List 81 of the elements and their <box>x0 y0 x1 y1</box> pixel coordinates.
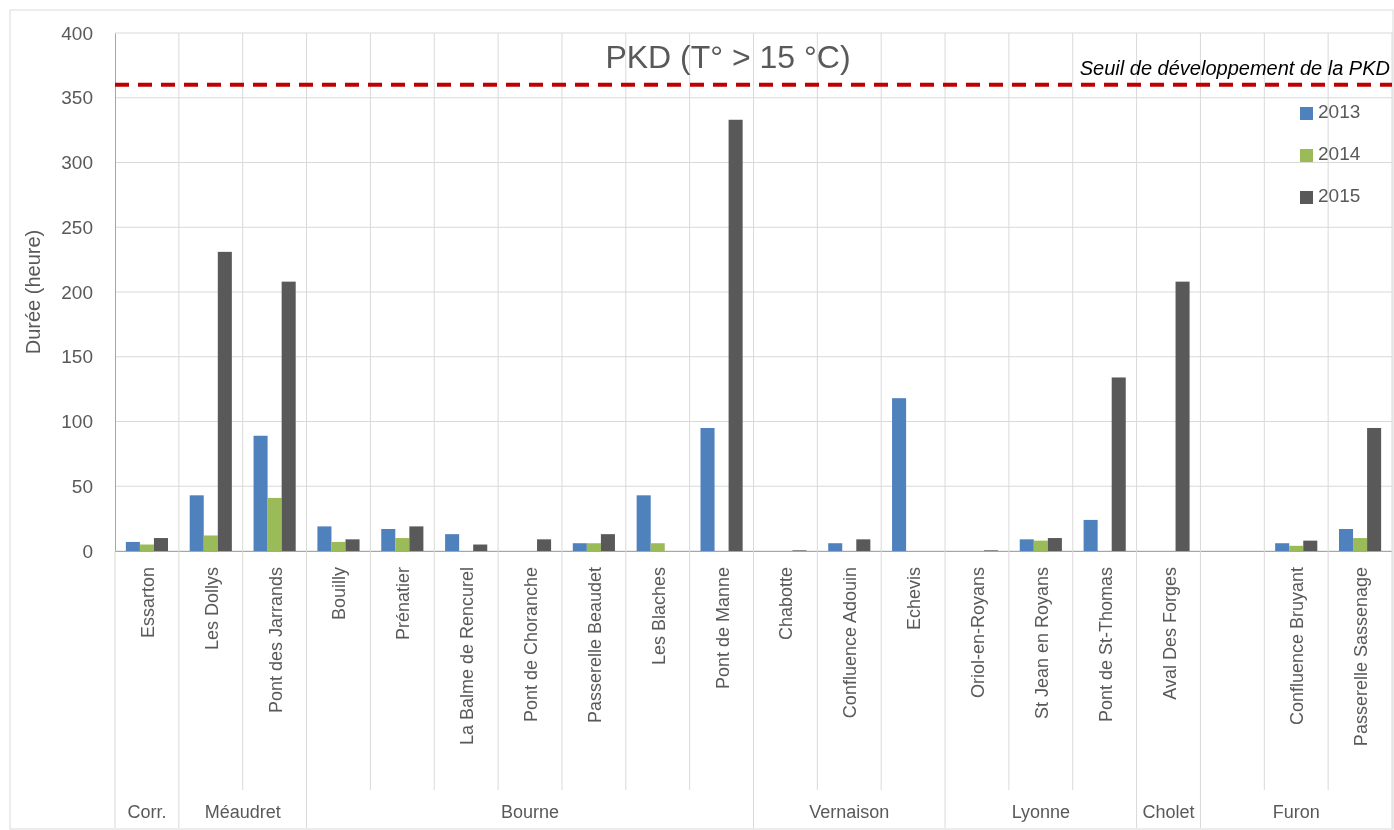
x-tick-label: Les Blaches <box>648 567 669 666</box>
x-tick-label: St Jean en Royans <box>1031 567 1052 720</box>
bar <box>537 539 552 551</box>
bar <box>828 543 843 551</box>
x-tick-label: Passerelle Beaudet <box>584 567 605 724</box>
y-tick-label: 0 <box>82 540 93 562</box>
x-tick-label: Prénatier <box>393 567 414 641</box>
text: Méaudret <box>204 802 281 822</box>
y-tick-label: 100 <box>61 411 93 433</box>
x-tick-label: Chabotte <box>776 567 797 641</box>
text: Lyonne <box>1011 802 1071 822</box>
text: Vernaison <box>809 802 890 822</box>
bar <box>1353 538 1368 551</box>
bar <box>586 543 601 551</box>
bar <box>395 538 410 551</box>
x-tick-label: Essarton <box>137 567 158 639</box>
x-tick-label: Passerelle Sassenage <box>1351 567 1372 747</box>
text: Corr. <box>127 802 167 822</box>
bar <box>700 427 715 551</box>
x-tick-label: Aval Des Forges <box>1159 567 1180 700</box>
y-tick-label: 150 <box>61 346 93 368</box>
bar <box>1033 540 1048 551</box>
y-tick-label: 350 <box>61 87 93 109</box>
text: Cholet <box>1142 802 1195 822</box>
bar <box>636 495 651 551</box>
bar <box>473 544 488 551</box>
x-tick-label: Bouilly <box>329 567 350 621</box>
text: Bourne <box>501 802 560 822</box>
y-tick-label: 50 <box>71 475 93 497</box>
legend-label: 2014 <box>1318 143 1361 164</box>
legend-label: 2015 <box>1318 185 1361 206</box>
x-tick-label: Confluence Bruyant <box>1287 567 1308 726</box>
bar <box>281 281 296 551</box>
x-tick-label: Confluence Adouin <box>840 567 861 719</box>
y-tick-label: 400 <box>61 22 93 44</box>
x-tick-label: Oriol-en-Royans <box>967 567 988 699</box>
bar <box>1175 281 1190 551</box>
bar <box>217 251 232 551</box>
bar <box>1083 519 1098 551</box>
bar <box>409 526 424 551</box>
y-tick-label: 300 <box>61 152 93 174</box>
bar <box>153 538 168 551</box>
bar <box>331 541 346 551</box>
bar <box>139 544 154 551</box>
bar <box>445 534 460 551</box>
bar <box>203 535 218 551</box>
y-tick-label: 200 <box>61 281 93 303</box>
bar <box>892 398 907 551</box>
x-tick-label: Echevis <box>904 567 925 631</box>
x-tick-label: La Balme de Rencurel <box>457 567 478 746</box>
bar <box>1303 540 1318 551</box>
bar <box>572 543 587 551</box>
bar <box>856 539 871 551</box>
ref-line-label: Seuil de développement de la PKD <box>1079 56 1390 79</box>
text: Furon <box>1272 802 1320 822</box>
bar <box>1275 543 1290 551</box>
bar <box>189 495 204 551</box>
x-tick-label: Pont de Choranche <box>521 567 542 723</box>
x-tick-label: Pont des Jarrands <box>265 567 286 714</box>
bar <box>1047 538 1062 551</box>
x-tick-label: Les Dollys <box>201 567 222 651</box>
bar <box>1019 539 1034 551</box>
x-tick-label: Pont de St-Thomas <box>1095 567 1116 723</box>
legend-label: 2013 <box>1318 101 1361 122</box>
bar <box>125 541 140 551</box>
bar <box>317 526 332 551</box>
y-tick-label: 250 <box>61 216 93 238</box>
bar <box>345 539 360 551</box>
bar <box>381 528 396 551</box>
bar <box>1339 528 1354 551</box>
bar <box>1289 545 1304 551</box>
bar <box>1111 377 1126 551</box>
bar <box>267 497 282 551</box>
bar <box>253 435 268 551</box>
bar <box>1367 427 1382 551</box>
bar <box>728 119 743 551</box>
y-axis-title: Durée (heure) <box>22 229 44 355</box>
bar <box>600 534 615 551</box>
x-tick-label: Pont de Manne <box>712 567 733 690</box>
bar <box>650 543 665 551</box>
chart-title: PKD (T° > 15 °C) <box>605 39 851 75</box>
